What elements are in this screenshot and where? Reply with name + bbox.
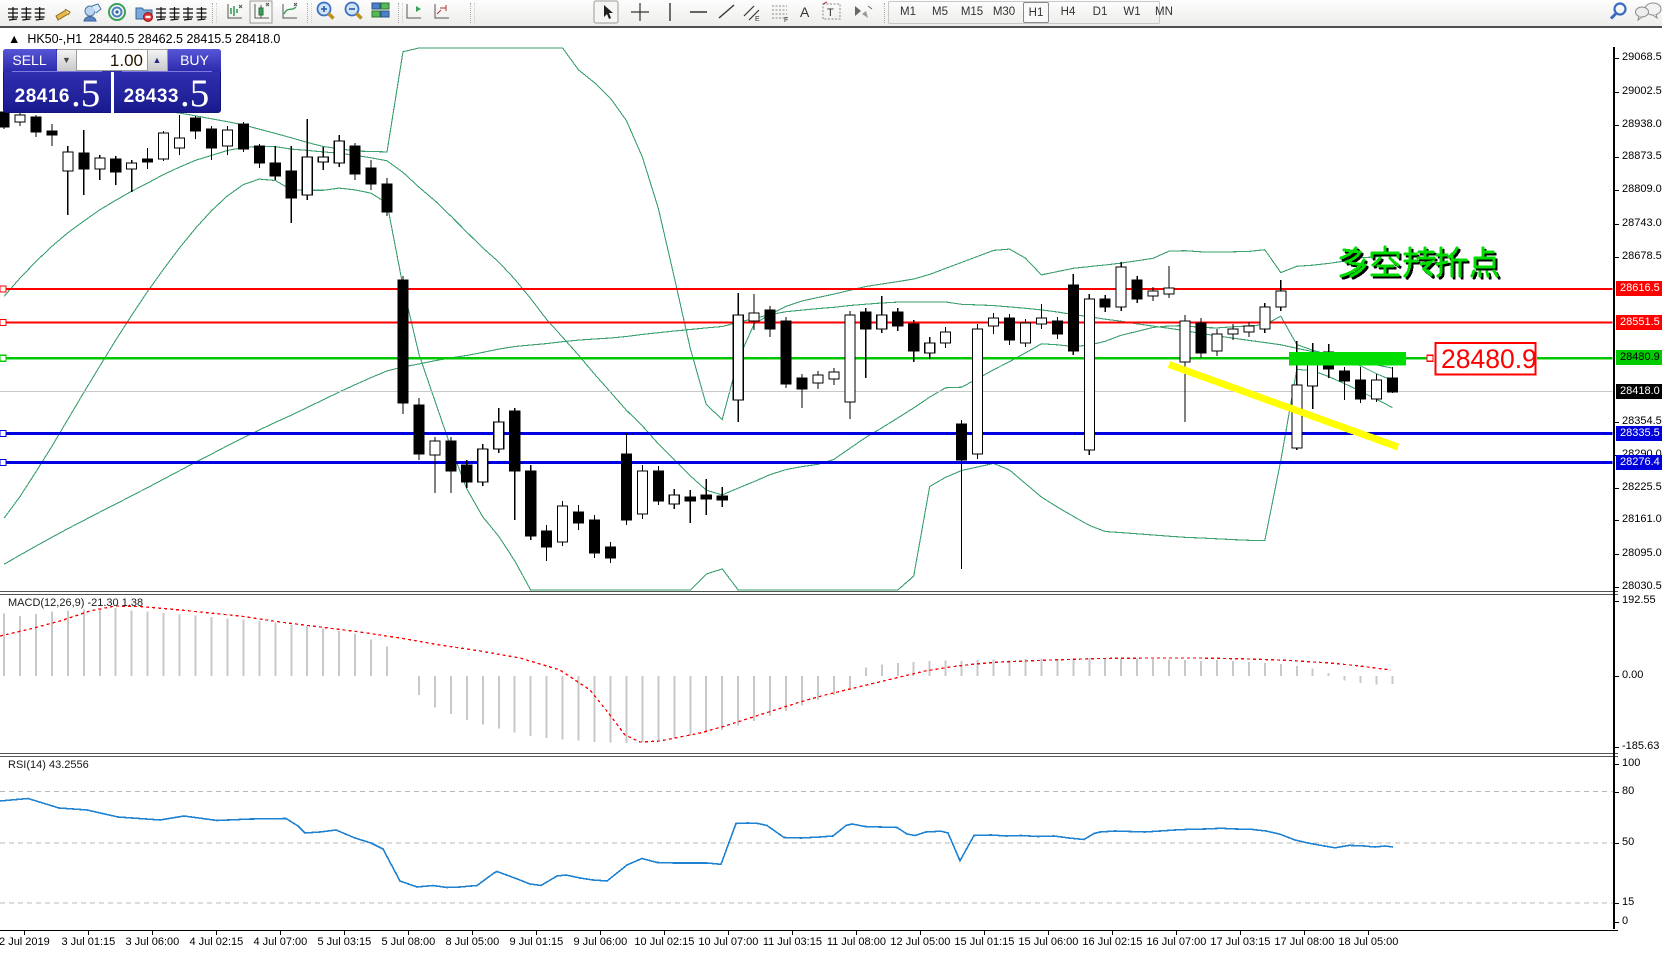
svg-text:28480.9: 28480.9	[1441, 344, 1537, 374]
svg-text:T: T	[827, 7, 834, 19]
svg-text:E: E	[755, 16, 760, 23]
svg-text:A: A	[800, 4, 810, 20]
svg-text:F: F	[784, 17, 788, 24]
